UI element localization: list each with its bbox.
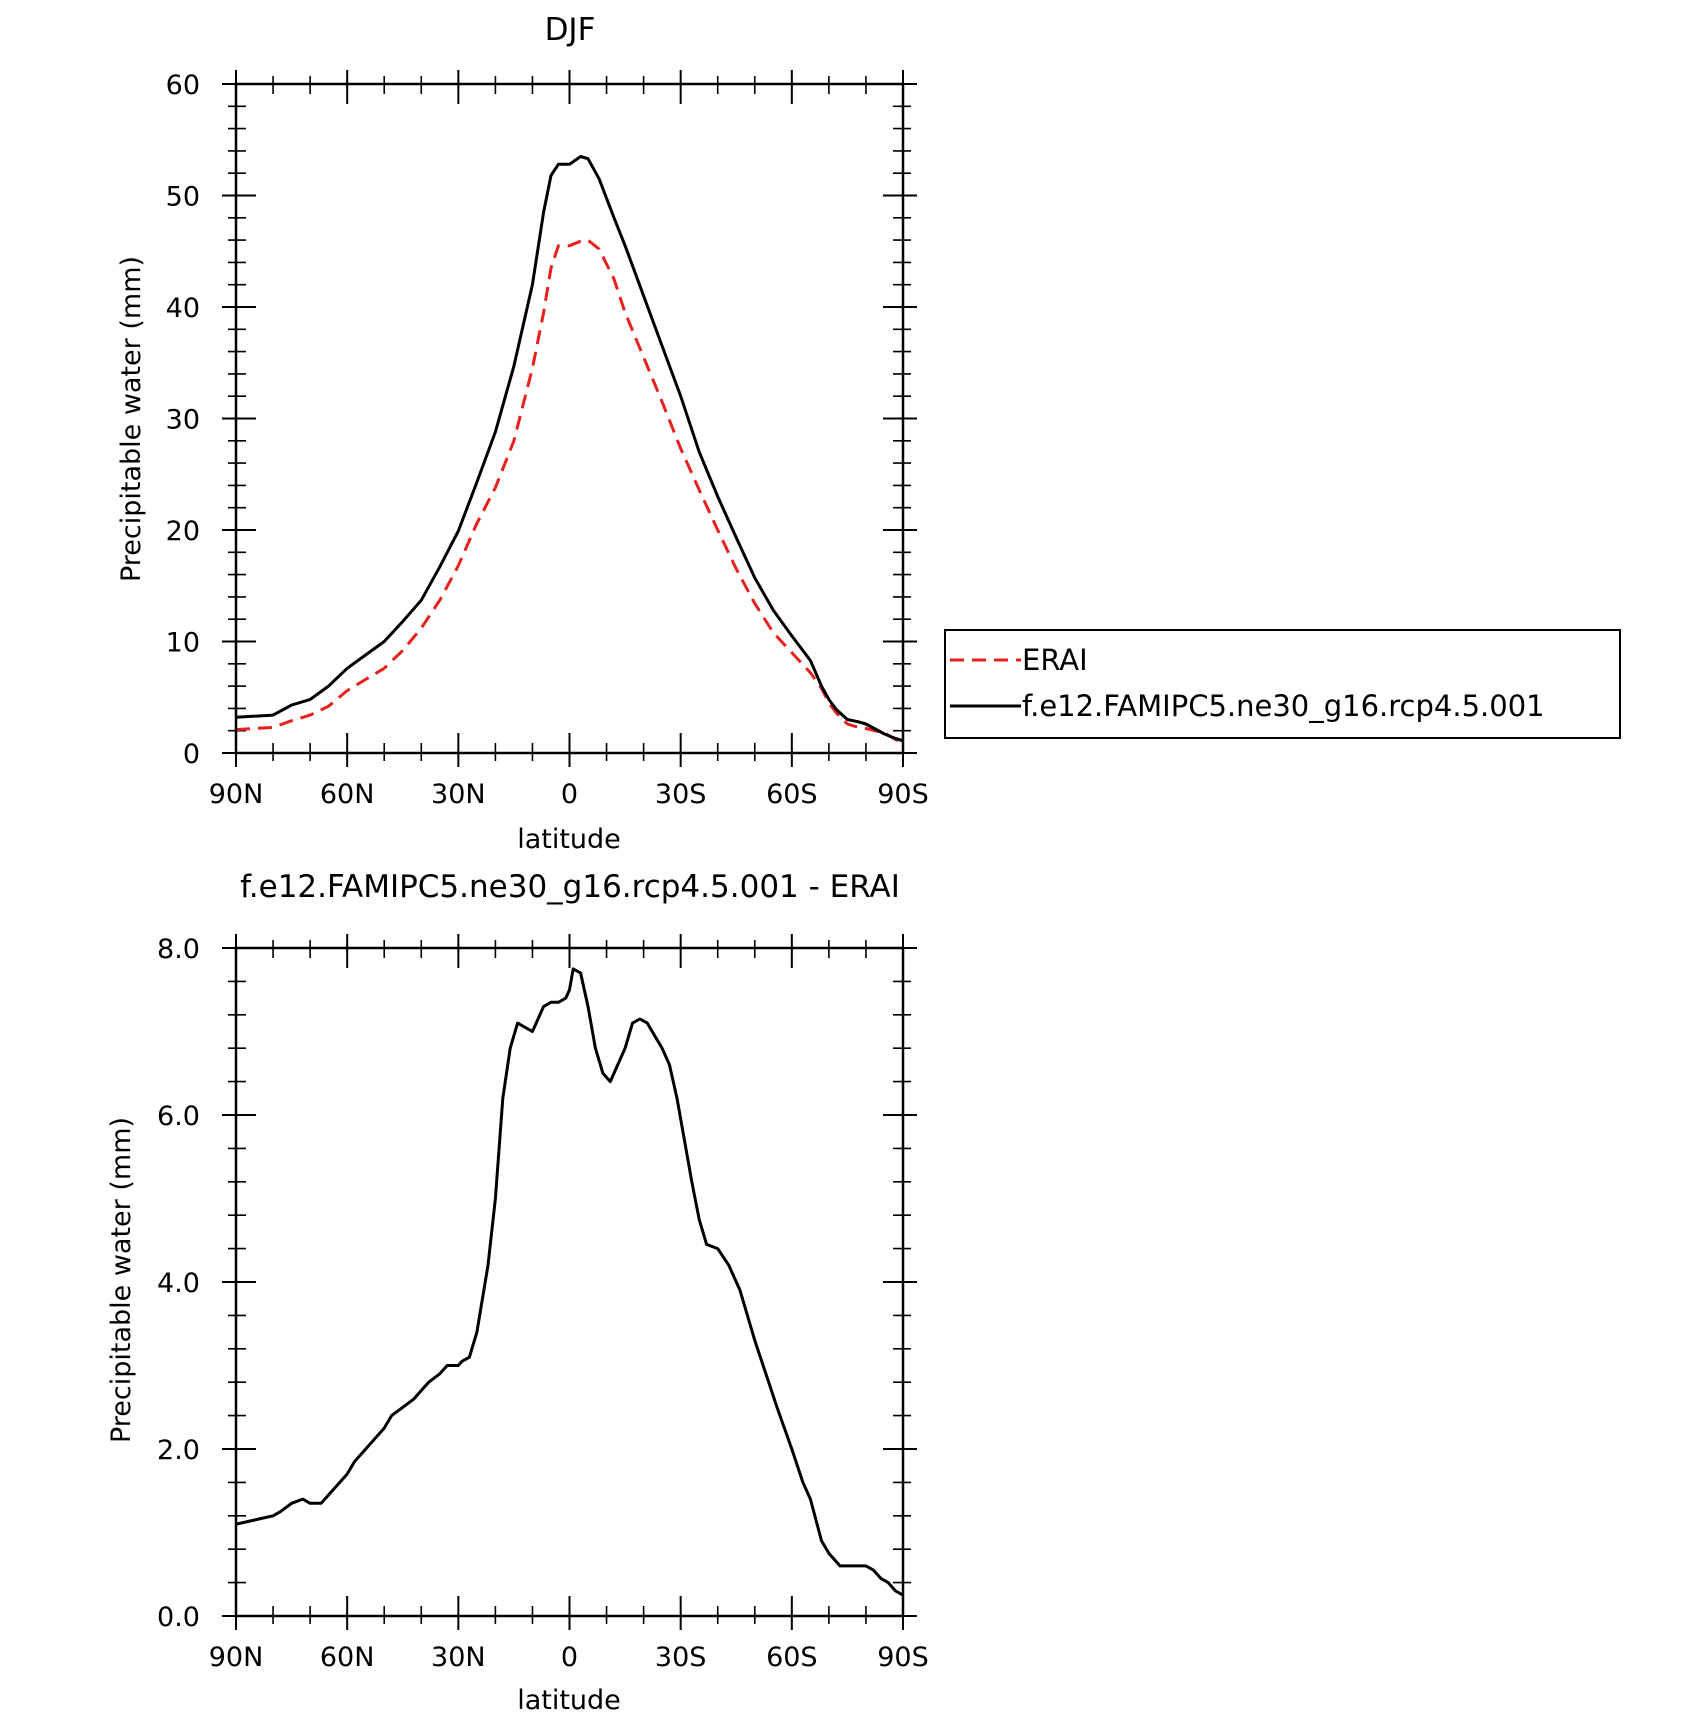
x-tick-label: 0	[561, 1642, 578, 1673]
y-tick-label: 50	[166, 182, 200, 213]
y-tick-label: 40	[166, 293, 200, 324]
legend: ERAI f.e12.FAMIPC5.ne30_g16.rcp4.5.001	[944, 629, 1621, 739]
y-tick-label: 30	[166, 405, 200, 436]
series-lines	[235, 155, 904, 744]
y-tick-label: 0	[183, 739, 200, 770]
legend-label-erai: ERAI	[1022, 643, 1088, 677]
x-tick-label: 60N	[320, 779, 375, 810]
x-axis-label: latitude	[517, 1685, 621, 1713]
series-line-0	[235, 238, 904, 744]
x-tick-label: 60S	[766, 779, 818, 810]
legend-label-model: f.e12.FAMIPC5.ne30_g16.rcp4.5.001	[1022, 689, 1545, 723]
axis-ticks	[222, 934, 917, 1630]
y-axis-label: Precipitable water (mm)	[116, 256, 147, 582]
y-tick-label: 0.0	[157, 1602, 200, 1633]
x-tick-label: 30N	[431, 779, 486, 810]
series-line-0	[235, 967, 904, 1597]
x-tick-label: 30N	[431, 1642, 486, 1673]
x-tick-label: 90S	[877, 779, 929, 810]
y-tick-label: 6.0	[157, 1101, 200, 1132]
y-tick-label: 60	[166, 70, 200, 101]
x-tick-label: 0	[561, 779, 578, 810]
plot-frame	[234, 946, 905, 1618]
series-line-1	[235, 155, 904, 743]
x-tick-label: 60N	[320, 1642, 375, 1673]
x-tick-label: 30S	[655, 779, 707, 810]
y-tick-label: 8.0	[157, 934, 200, 965]
chart-djf: DJF Precipitable water (mm) latitude 90N…	[116, 12, 929, 855]
y-tick-label: 2.0	[157, 1435, 200, 1466]
y-tick-label: 20	[166, 516, 200, 547]
tick-labels: 90N 60N 30N 0 30S 60S 90S 0 10 20 30 40 50 60	[166, 70, 929, 810]
tick-labels: 90N 60N 30N 0 30S 60S 90S 0.0 2.0 4.0 6.0 8.0	[157, 934, 929, 1673]
chart-title: DJF	[545, 12, 596, 48]
x-tick-label: 90N	[209, 1642, 264, 1673]
y-tick-label: 4.0	[157, 1268, 200, 1299]
y-axis-label: Precipitable water (mm)	[106, 1117, 137, 1443]
x-axis-label: latitude	[517, 824, 621, 855]
x-tick-label: 60S	[766, 1642, 818, 1673]
y-tick-label: 10	[166, 628, 200, 659]
x-tick-label: 90N	[209, 779, 264, 810]
legend-box	[944, 629, 1621, 739]
chart-difference: f.e12.FAMIPC5.ne30_g16.rcp4.5.001 - ERAI…	[106, 869, 929, 1713]
series-lines	[235, 967, 904, 1597]
chart-title: f.e12.FAMIPC5.ne30_g16.rcp4.5.001 - ERAI	[240, 869, 900, 905]
x-tick-label: 90S	[877, 1642, 929, 1673]
plot-frame	[234, 82, 905, 755]
x-tick-label: 30S	[655, 1642, 707, 1673]
